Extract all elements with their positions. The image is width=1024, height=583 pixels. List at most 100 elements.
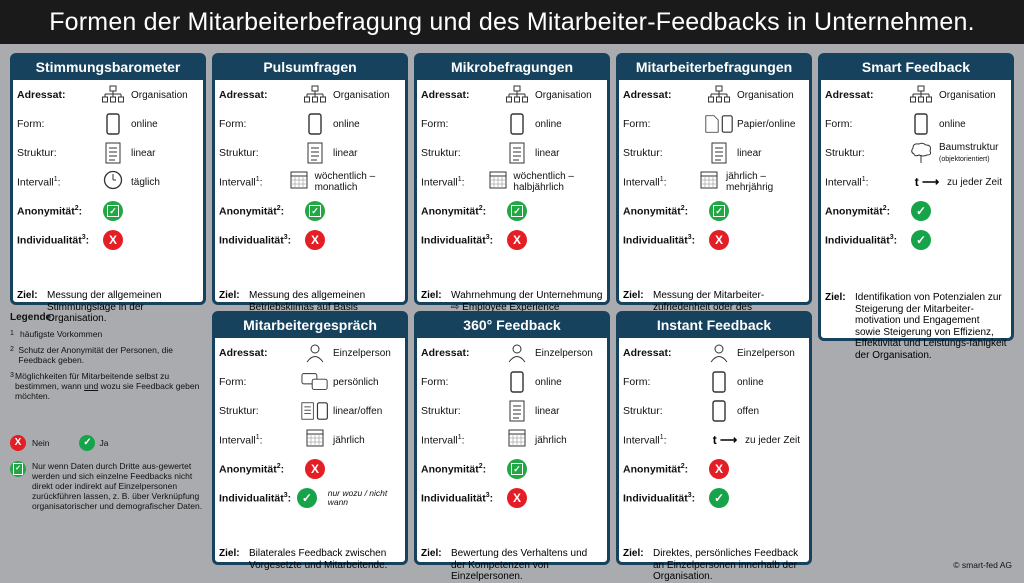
legend-title: Legende: (10, 312, 55, 323)
no-icon: X (103, 230, 123, 250)
card-1: Pulsumfragen Adressat: Organisation Form: on… (212, 53, 408, 324)
person-icon (301, 343, 329, 363)
calendar-icon (489, 171, 507, 194)
organization-icon (907, 85, 935, 105)
row-ziel: Ziel: Bewertung des Verhaltens und der Ko… (421, 548, 588, 582)
row-struktur: Struktur: linear (421, 140, 605, 166)
card-7: Instant Feedback Adressat: Einzelperson For… (616, 311, 812, 582)
organization-icon (99, 85, 127, 105)
partial-yes-icon: ✓ (709, 201, 729, 221)
row-adressat: Adressat: Organisation (17, 82, 201, 108)
time-arrow-icon: t ⟶ (712, 433, 738, 447)
struktur-value: linear (535, 405, 560, 417)
row-intervall: Intervall1: jährlich (421, 427, 605, 453)
calendar-icon (290, 171, 308, 194)
card-3: Mitarbeiterbefragungen Adressat: Organisat… (616, 53, 812, 324)
row-struktur: Struktur: linear (623, 140, 807, 166)
row-adressat: Adressat: Organisation (623, 82, 807, 108)
no-icon: X (507, 488, 527, 508)
list-icon (503, 400, 531, 422)
tree-icon (907, 142, 935, 164)
row-anonymitaet: Anonymität2: ✓ (825, 198, 1009, 224)
list-icon (301, 142, 329, 164)
row-ziel: Ziel: Identifikation von Potenzialen zur … (825, 292, 1007, 361)
row-individualitaet: Individualität3: X (421, 227, 605, 253)
row-anonymitaet: Anonymität2: ✓ (421, 198, 605, 224)
struktur-value: linear (535, 147, 560, 159)
row-individualitaet: Individualität3: X (421, 485, 605, 511)
row-ziel: Ziel: Bilaterales Feedback zwischen Vorge… (219, 548, 388, 571)
row-individualitaet: Individualität3: X (17, 227, 201, 253)
struktur-value: linear (333, 147, 358, 159)
chat-icon (301, 371, 329, 393)
row-individualitaet: Individualität3: ✓ (825, 227, 1009, 253)
card-title: Mitarbeiterbefragungen (619, 56, 809, 80)
card-title: Instant Feedback (619, 314, 809, 338)
row-adressat: Adressat: Organisation (825, 82, 1009, 108)
clock-icon (103, 170, 123, 195)
row-intervall: Intervall1: t ⟶ zu jeder Zeit (623, 433, 801, 447)
no-icon: X (507, 230, 527, 250)
row-individualitaet: Individualität3: X (623, 227, 807, 253)
struktur-value: linear/offen (333, 405, 383, 417)
yes-icon: ✓ (296, 488, 317, 508)
row-intervall: Intervall1: täglich (17, 169, 201, 195)
row-intervall: Intervall1: wöchentlich – monatlich (219, 171, 376, 194)
person-icon (503, 343, 531, 363)
row-adressat: Adressat: Einzelperson (421, 340, 605, 366)
row-struktur: Struktur: linear (219, 140, 403, 166)
row-form: Form: online (825, 111, 1009, 137)
calendar-icon (508, 429, 526, 452)
row-anonymitaet: Anonymität2: ✓ (623, 198, 807, 224)
list-icon (503, 142, 531, 164)
row-form: Form: Papier/online (623, 111, 807, 137)
card-2: Mikrobefragungen Adressat: Organisation For… (414, 53, 610, 324)
row-struktur: Struktur: linear (421, 398, 605, 424)
row-individualitaet: Individualität3: ✓ nur wozu / nicht wann (219, 485, 403, 511)
row-anonymitaet: Anonymität2: ✓ (219, 198, 403, 224)
list-icon (705, 142, 733, 164)
mobile-icon (705, 371, 733, 393)
legend: Legende: 1 häufigste Vorkommen 2 Schutz de… (10, 312, 206, 517)
row-anonymitaet: Anonymität2: ✓ (421, 456, 605, 482)
row-intervall: Intervall1: wöchentlich – halbjährlich (421, 171, 574, 194)
no-icon: X (709, 459, 729, 479)
copyright: © smart-fed AG (953, 560, 1012, 570)
mobile-icon (503, 371, 531, 393)
card-title: 360° Feedback (417, 314, 607, 338)
row-form: Form: online (623, 369, 807, 395)
yes-icon: ✓ (709, 488, 729, 508)
row-ziel: Ziel: Direktes, persönliches Feedback an … (623, 548, 799, 582)
struktur-value: Baumstruktur (objektorientiert) (939, 141, 999, 163)
row-intervall: Intervall1: t ⟶ zu jeder Zeit (825, 175, 1003, 189)
no-icon: X (10, 435, 26, 451)
card-0: Stimmungsbarometer Adressat: Organisation F… (10, 53, 206, 324)
no-icon: X (305, 230, 325, 250)
row-anonymitaet: Anonymität2: X (219, 456, 403, 482)
row-individualitaet: Individualität3: X (219, 227, 403, 253)
struktur-value: linear (131, 147, 156, 159)
partial-yes-icon: ✓ (507, 459, 527, 479)
row-individualitaet: Individualität3: ✓ (623, 485, 807, 511)
struktur-value: offen (737, 405, 760, 417)
row-form: Form: online (421, 369, 605, 395)
row-struktur: Struktur: linear (17, 140, 201, 166)
card-title: Mitarbeitergespräch (215, 314, 405, 338)
row-form: Form: persönlich (219, 369, 403, 395)
organization-icon (705, 85, 733, 105)
individual-note: nur wozu / nicht wann (327, 488, 388, 507)
row-adressat: Adressat: Einzelperson (219, 340, 403, 366)
row-form: Form: online (17, 111, 201, 137)
row-form: Form: online (219, 111, 403, 137)
row-intervall: Intervall1: jährlich – mehrjährig (623, 171, 774, 193)
row-intervall: Intervall1: jährlich (219, 427, 403, 453)
list-open-icon (301, 400, 329, 422)
card-4: Smart Feedback Adressat: Organisation Form:… (818, 53, 1014, 361)
card-title: Mikrobefragungen (417, 56, 607, 80)
legend-partial: ✓ Nur wenn Daten durch Dritte aus-gewert… (10, 461, 206, 511)
mobile-icon (301, 113, 329, 135)
paper-mobile-icon (705, 113, 733, 135)
partial-yes-icon: ✓ (305, 201, 325, 221)
partial-yes-icon: ✓ (10, 461, 26, 477)
row-struktur: Struktur: linear/offen (219, 398, 403, 424)
